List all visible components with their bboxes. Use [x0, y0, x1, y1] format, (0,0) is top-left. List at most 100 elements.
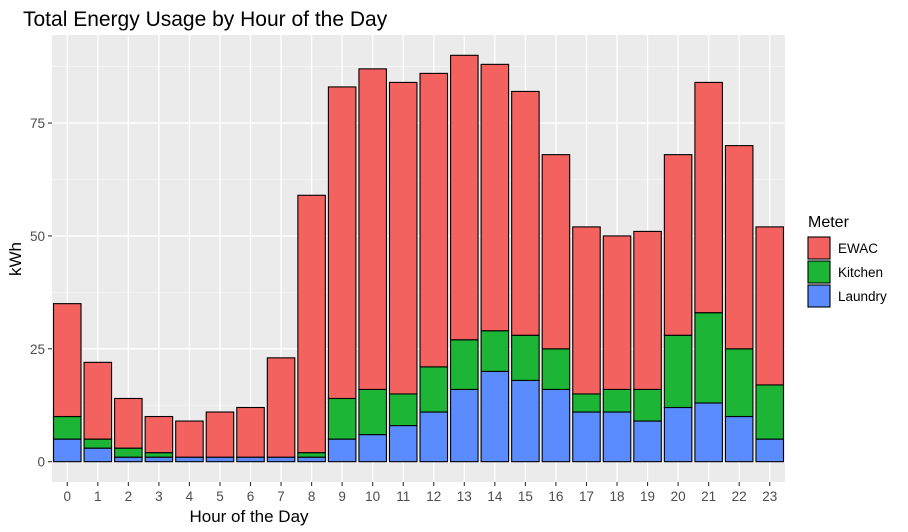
- bar-segment-laundry-hour-11: [388, 425, 418, 463]
- bar-segment-ewac-hour-8: [297, 194, 326, 454]
- bar-segment-kitchen-hour-10: [358, 388, 387, 436]
- bar-segment-kitchen-hour-21: [694, 312, 723, 404]
- x-tick-label: 10: [365, 489, 380, 504]
- x-tick-label: 6: [247, 489, 255, 504]
- bars: [52, 54, 785, 463]
- bar-segment-ewac-hour-0: [52, 303, 82, 418]
- bar-segment-kitchen-hour-2: [114, 447, 143, 458]
- x-tick-label: 23: [762, 489, 777, 504]
- legend: EWAC Kitchen Laundry: [807, 236, 887, 308]
- bar-segment-laundry-hour-19: [633, 420, 662, 463]
- bar-segment-ewac-hour-14: [480, 63, 510, 332]
- bar-segment-laundry-hour-23: [755, 438, 785, 463]
- bar-segment-laundry-hour-16: [541, 388, 571, 463]
- x-tick-label: 18: [610, 489, 625, 504]
- x-tick-label: 22: [732, 489, 747, 504]
- y-tick-label: 75: [30, 116, 45, 131]
- y-tick-label: 0: [37, 455, 45, 470]
- x-tick-label: 9: [338, 489, 346, 504]
- bar-segment-laundry-hour-12: [419, 411, 449, 463]
- x-tick-label: 5: [216, 489, 224, 504]
- legend-label-laundry: Laundry: [838, 289, 887, 304]
- x-tick-label: 2: [125, 489, 133, 504]
- bar-segment-ewac-hour-20: [663, 154, 693, 336]
- bar-segment-kitchen-hour-16: [541, 348, 571, 390]
- x-axis: 0 1 2 3 4 5 6 7 8 9 10 11 12 13 14 15 16 17 18 19 20 21 22 23: [64, 482, 777, 504]
- y-axis-title: kWh: [6, 242, 25, 276]
- bar-segment-ewac-hour-19: [633, 230, 662, 390]
- plot-background: [52, 35, 785, 482]
- x-tick-label: 4: [186, 489, 194, 504]
- bar-segment-laundry-hour-4: [175, 456, 204, 463]
- bar-segment-laundry-hour-6: [236, 456, 265, 463]
- bar-segment-laundry-hour-15: [511, 379, 540, 463]
- bar-segment-kitchen-hour-13: [450, 339, 479, 390]
- bar-segment-kitchen-hour-11: [388, 393, 418, 427]
- bar-segment-laundry-hour-7: [266, 456, 296, 463]
- bar-segment-ewac-hour-21: [694, 81, 723, 314]
- legend-label-ewac: EWAC: [838, 241, 878, 256]
- bar-segment-ewac-hour-12: [419, 72, 449, 368]
- bar-segment-kitchen-hour-19: [633, 388, 662, 422]
- bar-segment-ewac-hour-11: [388, 81, 418, 395]
- x-tick-label: 13: [457, 489, 472, 504]
- bar-segment-ewac-hour-3: [144, 415, 174, 454]
- bar-segment-kitchen-hour-18: [602, 388, 632, 413]
- bar-segment-ewac-hour-5: [205, 411, 235, 458]
- bar-segment-ewac-hour-23: [755, 226, 785, 386]
- bar-segment-ewac-hour-4: [175, 420, 204, 458]
- bar-segment-ewac-hour-22: [724, 145, 754, 350]
- bar-segment-kitchen-hour-9: [327, 397, 357, 440]
- x-tick-label: 15: [518, 489, 533, 504]
- x-tick-label: 14: [487, 489, 503, 504]
- bar-segment-laundry-hour-20: [663, 406, 693, 463]
- bar-segment-kitchen-hour-12: [419, 366, 449, 413]
- y-tick-label: 50: [30, 229, 45, 244]
- x-tick-label: 19: [640, 489, 655, 504]
- bar-segment-laundry-hour-14: [480, 370, 510, 463]
- bar-segment-kitchen-hour-20: [663, 334, 693, 409]
- x-tick-label: 16: [548, 489, 563, 504]
- bar-segment-ewac-hour-17: [572, 226, 601, 395]
- x-tick-label: 11: [396, 489, 410, 504]
- bar-segment-laundry-hour-1: [83, 447, 113, 463]
- bar-segment-laundry-hour-9: [327, 438, 357, 463]
- x-tick-label: 12: [426, 489, 441, 504]
- bar-segment-kitchen-hour-0: [52, 415, 82, 440]
- grid-minor: [52, 66, 785, 406]
- bar-segment-laundry-hour-17: [572, 411, 601, 463]
- bar-segment-laundry-hour-5: [205, 456, 235, 463]
- bar-segment-ewac-hour-10: [358, 68, 387, 390]
- legend-key-laundry: [807, 284, 831, 308]
- chart-title: Total Energy Usage by Hour of the Day: [23, 8, 388, 31]
- bar-segment-ewac-hour-1: [83, 361, 113, 440]
- bar-segment-ewac-hour-18: [602, 235, 632, 390]
- bar-segment-laundry-hour-3: [144, 456, 174, 463]
- bar-segment-ewac-hour-13: [450, 54, 479, 341]
- bar-segment-ewac-hour-2: [114, 397, 143, 449]
- y-axis: 0 25 50 75: [30, 116, 52, 470]
- bar-segment-laundry-hour-10: [358, 434, 387, 463]
- bar-segment-ewac-hour-7: [266, 357, 296, 458]
- bar-segment-kitchen-hour-17: [572, 393, 601, 413]
- x-tick-label: 17: [579, 489, 594, 504]
- bar-segment-laundry-hour-21: [694, 402, 723, 463]
- x-tick-label: 0: [64, 489, 72, 504]
- x-tick-label: 3: [155, 489, 163, 504]
- bar-segment-laundry-hour-0: [52, 438, 82, 463]
- bar-segment-kitchen-hour-15: [511, 334, 540, 381]
- bar-segment-laundry-hour-2: [114, 456, 143, 463]
- x-tick-label: 20: [671, 489, 686, 504]
- legend-key-kitchen: [807, 260, 831, 284]
- bar-segment-kitchen-hour-22: [724, 348, 754, 418]
- bar-segment-kitchen-hour-8: [297, 452, 326, 458]
- legend-label-kitchen: Kitchen: [838, 265, 883, 280]
- y-tick-label: 25: [30, 342, 45, 357]
- bar-segment-ewac-hour-9: [327, 86, 357, 400]
- x-tick-label: 7: [277, 489, 285, 504]
- bar-segment-kitchen-hour-23: [755, 384, 785, 440]
- bar-segment-laundry-hour-22: [724, 415, 754, 463]
- legend-key-ewac: [807, 236, 831, 260]
- bar-segment-laundry-hour-8: [297, 456, 326, 463]
